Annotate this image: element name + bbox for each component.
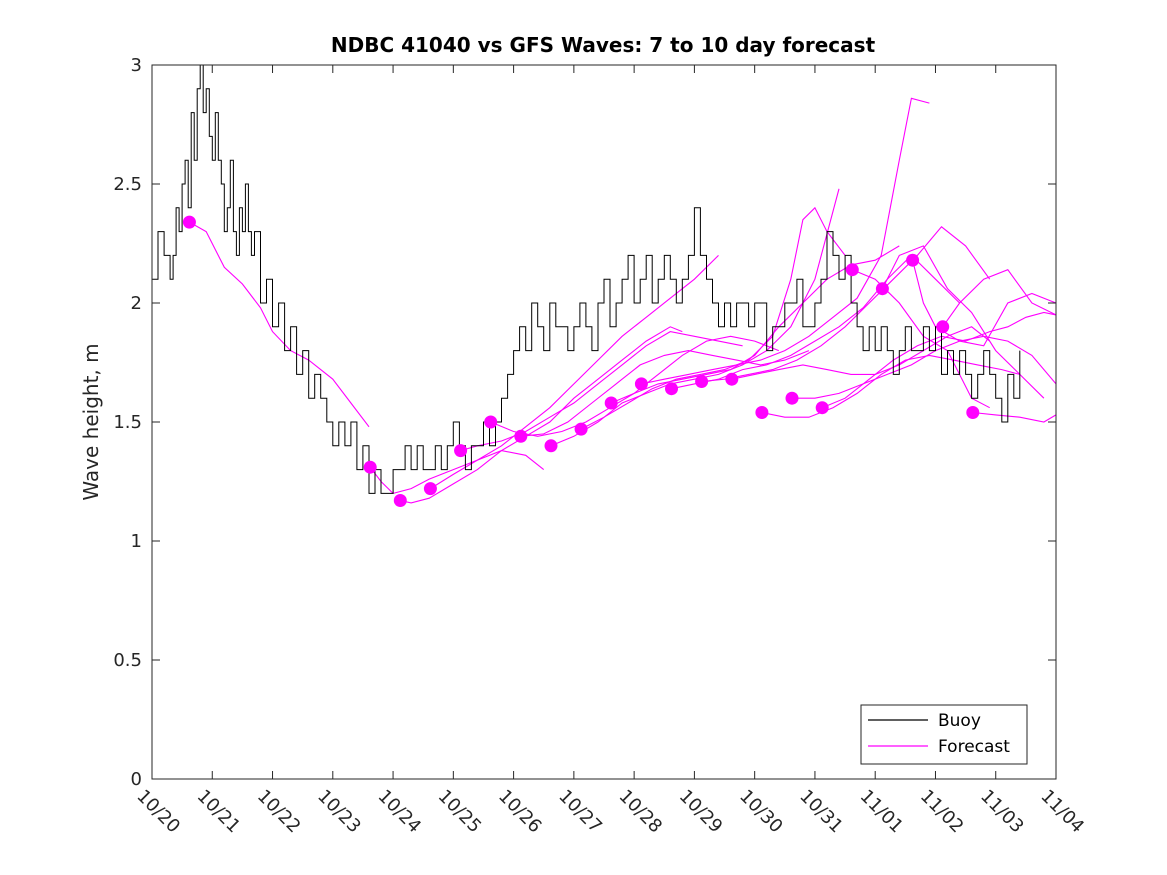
forecast-marker-2 xyxy=(363,460,377,474)
y-tick-label-6: 3 xyxy=(131,55,142,76)
forecast-marker-16 xyxy=(785,391,799,405)
legend-buoy-label: Buoy xyxy=(938,711,981,731)
forecast-marker-15 xyxy=(755,406,769,419)
forecast-line-7 xyxy=(520,350,810,437)
plot-area xyxy=(152,65,1056,779)
forecast-line-8 xyxy=(550,188,840,447)
series-layer xyxy=(152,64,1057,507)
forecast-line-19 xyxy=(881,245,1045,399)
forecast-marker-3 xyxy=(393,494,407,507)
buoy-line xyxy=(152,64,1021,494)
forecast-marker-6 xyxy=(484,415,498,429)
y-tick-label-2: 1 xyxy=(131,531,142,552)
forecast-line-20 xyxy=(912,260,1057,347)
y-tick-label-5: 2.5 xyxy=(113,174,142,195)
forecast-marker-19 xyxy=(875,282,889,296)
forecast-marker-22 xyxy=(966,406,980,419)
forecast-marker-10 xyxy=(604,396,618,410)
legend-forecast-label: Forecast xyxy=(938,737,1010,757)
forecast-marker-1 xyxy=(182,215,196,229)
forecast-marker-20 xyxy=(906,253,920,267)
forecast-marker-18 xyxy=(845,263,859,277)
forecast-line-11 xyxy=(641,97,930,385)
forecast-line-16 xyxy=(792,335,1057,399)
forecast-marker-14 xyxy=(725,372,739,386)
forecast-line-17 xyxy=(821,311,1057,409)
y-tick-label-4: 2 xyxy=(131,293,142,314)
forecast-marker-17 xyxy=(815,401,829,415)
forecast-marker-9 xyxy=(574,422,588,436)
forecast-marker-7 xyxy=(514,429,528,443)
y-tick-label-0: 0 xyxy=(131,769,142,790)
forecast-marker-11 xyxy=(634,377,648,391)
forecast-line-2 xyxy=(369,450,545,495)
forecast-line-14 xyxy=(731,326,991,380)
y-tick-label-3: 1.5 xyxy=(113,412,142,433)
forecast-line-22 xyxy=(972,411,1057,423)
forecast-line-1 xyxy=(189,221,370,428)
forecast-line-3 xyxy=(400,326,683,504)
forecast-marker-13 xyxy=(695,375,709,388)
legend: Buoy Forecast xyxy=(860,704,1028,765)
forecast-line-13 xyxy=(701,226,991,383)
forecast-marker-8 xyxy=(544,439,558,453)
y-tick-label-1: 0.5 xyxy=(113,650,142,671)
forecast-line-21 xyxy=(942,269,1057,328)
y-axis-label: Wave height, m xyxy=(79,343,103,500)
forecast-marker-5 xyxy=(454,444,468,458)
forecast-line-4 xyxy=(430,255,719,490)
chart-title: NDBC 41040 vs GFS Waves: 7 to 10 day for… xyxy=(331,33,876,57)
legend-box xyxy=(860,704,1028,765)
forecast-marker-12 xyxy=(665,382,678,396)
forecast-marker-4 xyxy=(423,482,437,496)
forecast-line-5 xyxy=(460,331,743,452)
forecast-marker-21 xyxy=(936,320,950,334)
